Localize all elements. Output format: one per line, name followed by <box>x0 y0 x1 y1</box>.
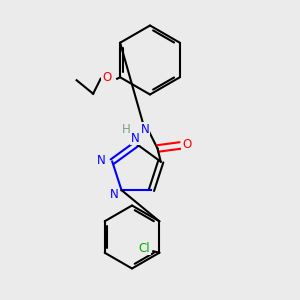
Text: N: N <box>130 131 140 145</box>
Text: N: N <box>110 188 118 201</box>
Text: N: N <box>141 122 150 136</box>
Text: O: O <box>102 71 111 84</box>
Text: N: N <box>98 154 106 166</box>
Text: Cl: Cl <box>139 242 150 255</box>
Text: H: H <box>122 122 130 136</box>
Text: O: O <box>182 138 191 152</box>
